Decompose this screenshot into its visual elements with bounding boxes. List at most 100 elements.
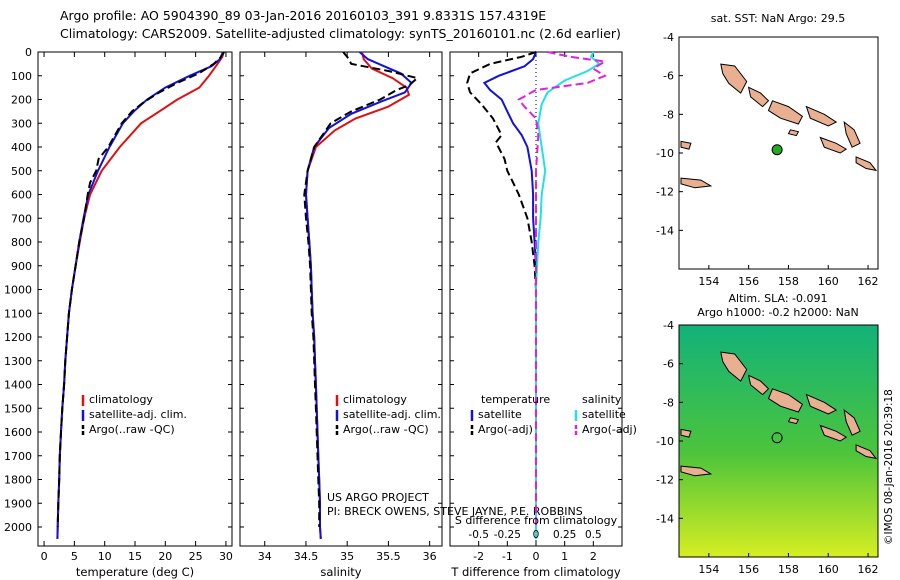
temperature-plot: 0 5 10 15 20 25 300100200300400500600700800900… [4, 46, 233, 579]
x-axis-label-top: S difference from climatology [455, 514, 618, 527]
legend-label: satellite [582, 408, 626, 421]
island-shape [843, 408, 861, 436]
island-shape [680, 428, 692, 438]
y-tick-label: -10 [656, 147, 674, 160]
y-tick-label: 200 [11, 94, 32, 107]
x-tick-label: 34.5 [294, 550, 319, 563]
series-line-argo-raw-qc- [56, 51, 225, 528]
island-shape [855, 444, 878, 460]
island-shape [747, 86, 770, 108]
y-tick-label: -12 [656, 186, 674, 199]
y-tick-label: -4 [663, 31, 674, 44]
page-subtitle: Climatology: CARS2009. Satellite-adjuste… [60, 26, 621, 41]
island-shape [819, 424, 848, 442]
x-tick-label: 5 [71, 550, 78, 563]
y-tick-label: 1000 [4, 284, 32, 297]
island-shape [720, 351, 748, 382]
y-tick-label: 400 [11, 141, 32, 154]
difference-plot: -2 -1 0 1 2 T difference from climatology temp… [449, 51, 637, 579]
y-tick-label: 1500 [4, 402, 32, 415]
y-tick-label: -12 [656, 474, 674, 487]
x-tick-label: 20 [158, 550, 172, 563]
x-tick-label: 25 [189, 550, 203, 563]
x-axis-label: salinity [320, 565, 361, 579]
y-tick-label: 2000 [4, 521, 32, 534]
s-tick-label: 0.5 [585, 529, 602, 541]
x-tick-label: 35 [340, 550, 354, 563]
legend-label: Argo(..raw -QC) [89, 423, 175, 436]
map-title: Altim. SLA: -0.091 [728, 292, 827, 305]
x-tick-label: -1 [502, 550, 513, 563]
y-tick-label: 100 [11, 70, 32, 83]
y-tick-label: 1600 [4, 426, 32, 439]
x-tick-label: 158 [778, 275, 799, 288]
y-tick-label: 600 [11, 189, 32, 202]
x-tick-label: 160 [818, 563, 839, 576]
series-line-argo-adj- [517, 51, 608, 527]
island-shape [819, 136, 848, 154]
series-line-satellite-adj-clim- [304, 51, 413, 539]
x-tick-label: 0 [533, 550, 540, 563]
y-tick-label: 1400 [4, 379, 32, 392]
x-tick-label: 156 [738, 563, 759, 576]
series-line-satellite [482, 51, 537, 539]
y-tick-label: 1300 [4, 355, 32, 368]
x-tick-label: 0 [41, 550, 48, 563]
island-shape [855, 156, 878, 172]
x-axis-label: temperature (deg C) [76, 565, 194, 579]
x-tick-label: 34 [258, 550, 272, 563]
x-tick-label: -2 [473, 550, 484, 563]
x-tick-label: 162 [858, 563, 879, 576]
legend-label: climatology [343, 393, 407, 406]
x-tick-label: 162 [858, 275, 879, 288]
island-shape [787, 417, 800, 425]
y-tick-label: 800 [11, 236, 32, 249]
island-shape [805, 393, 838, 415]
s-tick-label: -0.5 [468, 529, 489, 541]
y-tick-label: -14 [656, 224, 674, 237]
credit-annotation: US ARGO PROJECT [327, 491, 429, 504]
island-shape [767, 100, 804, 125]
y-tick-label: 0 [25, 46, 32, 59]
y-tick-label: -6 [663, 70, 674, 83]
x-tick-label: 2 [590, 550, 597, 563]
s-tick-label: 0.25 [553, 529, 576, 541]
s-tick-label: -0.25 [494, 529, 521, 541]
x-tick-label: 15 [128, 550, 142, 563]
x-tick-label: 154 [698, 563, 719, 576]
sla-map: 154 156 158 160 162 -4 -6 -8 -10 -12 -14 Altim. SLA… [656, 292, 879, 576]
x-tick-label: 35.5 [376, 550, 401, 563]
legend-label: climatology [89, 393, 153, 406]
sst-map: 154 156 158 160 162 -4 -6 -8 -10 -12 -14 sat. SST: … [656, 12, 879, 288]
float-position-marker [771, 432, 783, 444]
y-tick-label: 1900 [4, 497, 32, 510]
legend-label: satellite [478, 408, 522, 421]
map-title: Argo h1000: -0.2 h2000: NaN [697, 306, 859, 319]
island-shape [843, 120, 861, 148]
salinity-plot: 34 34.5 35 35.5 36 salinity climatology satelli… [239, 51, 583, 579]
x-tick-label: 154 [698, 275, 719, 288]
y-tick-label: -8 [663, 396, 674, 409]
legend-title: temperature [481, 393, 550, 406]
island-shape [680, 177, 713, 189]
float-position-marker [771, 144, 783, 156]
y-tick-label: 300 [11, 117, 32, 130]
s-tick-label: 0 [533, 529, 540, 541]
y-tick-label: 1700 [4, 450, 32, 463]
legend-label: Argo(-adj) [582, 423, 637, 436]
y-tick-label: 1800 [4, 474, 32, 487]
legend-label: Argo(..raw -QC) [343, 423, 429, 436]
x-tick-label: 36 [423, 550, 437, 563]
y-tick-label: 1200 [4, 331, 32, 344]
y-tick-label: -6 [663, 358, 674, 371]
series-line-argo-adj- [466, 51, 537, 527]
series-line-satellite [535, 51, 601, 539]
x-tick-label: 30 [219, 550, 233, 563]
series-line-argo-raw-qc- [303, 51, 420, 527]
legend-label: satellite-adj. clim. [343, 408, 441, 421]
legend-label: satellite-adj. clim. [89, 408, 187, 421]
x-tick-label: 1 [561, 550, 568, 563]
x-tick-label: 156 [738, 275, 759, 288]
x-tick-label: 160 [818, 275, 839, 288]
plot-frame [37, 51, 233, 547]
